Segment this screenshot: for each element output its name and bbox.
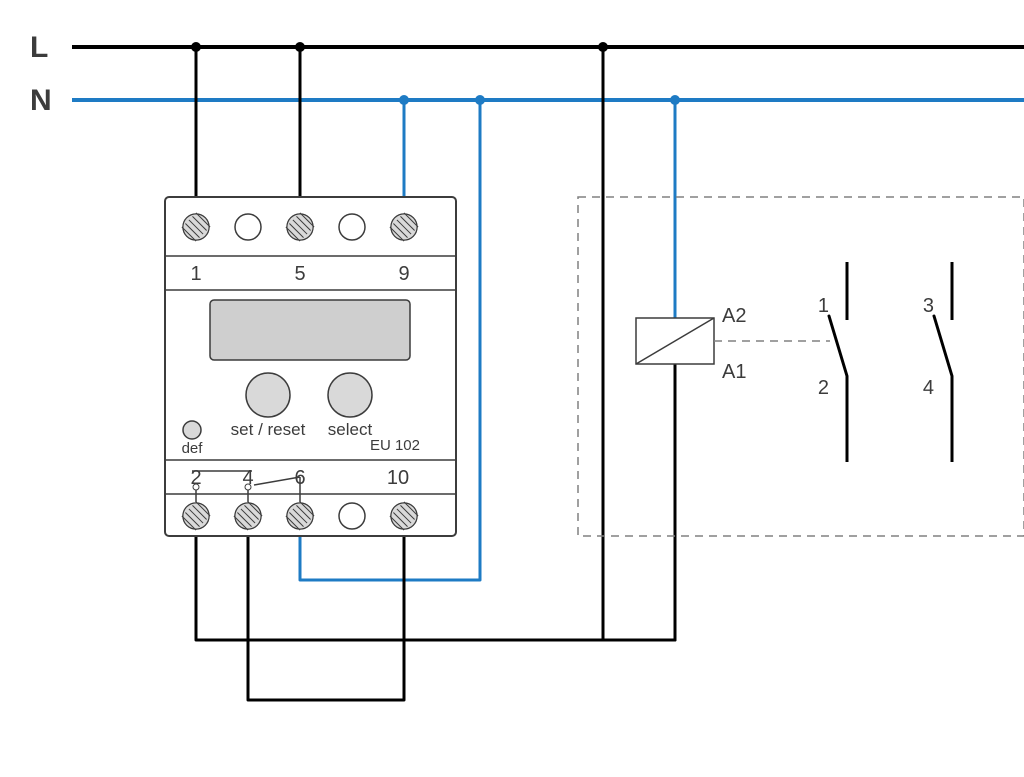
device-display [210, 300, 410, 360]
svg-text:4: 4 [923, 377, 934, 399]
junction-N-to-A2 [670, 95, 680, 105]
bus-L-label: L [30, 31, 48, 64]
relay-coil [636, 318, 714, 364]
button-def[interactable] [183, 421, 201, 439]
button-set-reset-label: set / reset [231, 420, 306, 439]
relay-enclosure [578, 197, 1024, 536]
terminal-bot-label-6: 6 [294, 467, 305, 489]
button-set-reset[interactable] [246, 373, 290, 417]
terminal-top-3 [339, 214, 365, 240]
terminal-top-label-9: 9 [398, 263, 409, 285]
terminal-top-label-5: 5 [294, 263, 305, 285]
relay-contact-1-2 [829, 262, 847, 462]
terminal-bot-label-2: 2 [190, 467, 201, 489]
svg-text:1: 1 [818, 295, 829, 317]
wire-term4-to-term10 [248, 530, 404, 700]
wiring-diagram: LN 1 5 9 2 4 6 10 set / reset select def EU 102 A2 A1… [0, 0, 1024, 777]
device-model-label: EU 102 [370, 437, 420, 454]
junction-L-to-1 [191, 42, 201, 52]
terminal-bot-label-10: 10 [387, 467, 409, 489]
terminal-bot-3 [339, 503, 365, 529]
relay-label-A2: A2 [722, 305, 746, 327]
junction-N-to-9 [399, 95, 409, 105]
terminal-top-1 [235, 214, 261, 240]
relay-label-A1: A1 [722, 361, 746, 383]
junction-L-down-right [598, 42, 608, 52]
button-select-label: select [328, 420, 373, 439]
svg-text:2: 2 [818, 377, 829, 399]
junction-L-to-5 [295, 42, 305, 52]
svg-text:3: 3 [923, 295, 934, 317]
button-def-label: def [182, 440, 204, 457]
bus-N-label: N [30, 84, 52, 117]
device-eu102 [165, 197, 456, 536]
button-select[interactable] [328, 373, 372, 417]
relay-contact-3-4 [934, 262, 952, 462]
junction-N-to-6 [475, 95, 485, 105]
terminal-bot-label-4: 4 [242, 467, 253, 489]
terminal-top-label-1: 1 [190, 263, 201, 285]
